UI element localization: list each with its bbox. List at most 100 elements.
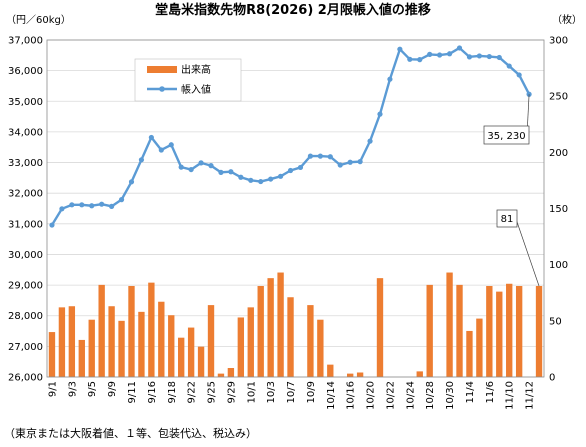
price-point — [427, 51, 433, 57]
volume-bar — [267, 278, 274, 377]
price-point — [297, 164, 304, 171]
price-point — [437, 52, 443, 58]
price-point — [69, 202, 75, 208]
price-point — [347, 159, 353, 165]
x-tick-label: 10/9 — [306, 381, 317, 403]
volume-bar — [88, 319, 95, 377]
volume-bar — [376, 278, 384, 377]
volume-bar — [217, 373, 225, 377]
price-point — [387, 76, 393, 82]
legend-bar-swatch — [147, 66, 177, 73]
price-point — [59, 206, 65, 212]
x-tick-label: 10/16 — [346, 381, 357, 410]
y-left-tick-label: 33,000 — [8, 158, 43, 169]
price-point — [168, 142, 174, 148]
y-left-tick-label: 35,000 — [8, 97, 43, 108]
labels: 堂島米指数先物R8(2026) 2月限帳入値の推移 （円／60kg） （枚） （… — [4, 2, 582, 440]
y-left-tick-label: 30,000 — [8, 250, 43, 261]
volume-bar — [307, 305, 314, 377]
bar-series-layer — [48, 272, 543, 377]
volume-bar — [128, 286, 135, 377]
y-right-tick-label: 250 — [549, 92, 568, 103]
volume-bar — [466, 330, 473, 377]
volume-bar — [168, 315, 175, 377]
x-tick-label: 10/28 — [425, 381, 436, 410]
volume-bar — [496, 291, 503, 377]
x-tick-label: 9/29 — [226, 381, 237, 403]
x-tick-label: 9/3 — [67, 381, 78, 397]
price-point — [417, 57, 423, 63]
x-tick-label: 10/1 — [246, 381, 257, 403]
volume-bar — [426, 284, 433, 377]
x-tick-label: 9/25 — [207, 381, 218, 403]
x-tick-label: 10/3 — [266, 381, 277, 403]
volume-bar — [416, 371, 423, 377]
volume-bar — [138, 311, 145, 377]
x-tick-label: 10/7 — [286, 381, 297, 403]
y-left-tick-label: 26,000 — [8, 373, 43, 384]
price-point — [466, 54, 473, 60]
volume-bar — [118, 320, 125, 377]
volume-bar — [277, 272, 284, 377]
x-tick-label: 10/14 — [326, 381, 337, 410]
price-point — [89, 203, 95, 209]
volume-bar — [178, 337, 185, 377]
y-right-tick-label: 100 — [549, 260, 568, 271]
price-point — [367, 138, 373, 144]
price-point — [397, 46, 403, 52]
line-series-layer — [49, 45, 532, 228]
y-right-tick-label: 200 — [549, 148, 568, 159]
volume-bar — [207, 305, 215, 377]
volume-bar — [48, 332, 56, 377]
price-point — [486, 53, 492, 60]
price-point — [307, 153, 314, 159]
price-point — [138, 157, 145, 163]
legend-line-marker — [159, 86, 165, 92]
x-tick-label: 11/6 — [485, 381, 496, 403]
volume-bar — [535, 286, 543, 377]
volume-bar — [476, 318, 483, 377]
y-left-tick-label: 34,000 — [8, 127, 43, 138]
volume-bar — [108, 306, 115, 377]
y-right-tick-label: 0 — [549, 373, 555, 384]
x-tick-label: 9/16 — [147, 381, 158, 403]
price-callout-label: 35, 230 — [487, 131, 525, 142]
y-left-tick-label: 36,000 — [8, 66, 43, 77]
volume-bar — [197, 346, 205, 377]
volume-bar — [515, 286, 523, 377]
y-right-tick-label: 50 — [549, 316, 562, 327]
price-point — [79, 202, 85, 208]
x-tick-label: 9/1 — [47, 381, 58, 397]
price-point — [238, 174, 244, 180]
x-tick-label: 10/24 — [405, 381, 416, 410]
volume-bar — [486, 286, 493, 377]
price-point — [178, 164, 184, 170]
price-point — [248, 177, 254, 183]
volume-bar — [346, 373, 354, 377]
annotations: 35, 230 81 — [483, 94, 540, 287]
volume-bar — [158, 301, 165, 377]
price-point — [357, 159, 363, 165]
volume-bar — [446, 272, 453, 377]
volume-bar — [148, 282, 155, 377]
x-tick-label: 10/20 — [366, 381, 377, 410]
volume-bar — [257, 286, 264, 377]
volume-callout-box — [496, 209, 518, 228]
y-left-tick-label: 32,000 — [8, 189, 43, 200]
chart-title: 堂島米指数先物R8(2026) 2月限帳入値の推移 — [155, 2, 431, 18]
price-point — [516, 72, 522, 78]
price-point — [327, 154, 333, 160]
price-callout-box — [483, 125, 530, 145]
axes: 26,000 27,000 28,000 29,000 30,000 31,000 32,0… — [8, 36, 568, 410]
legend: 出来高 帳入値 — [134, 58, 242, 102]
legend-label-price: 帳入値 — [181, 83, 211, 96]
y-left-tick-label: 31,000 — [8, 219, 43, 230]
volume-bar — [187, 327, 195, 377]
volume-bar — [456, 284, 463, 377]
price-point — [208, 163, 214, 169]
price-point — [228, 169, 234, 175]
price-point — [407, 56, 413, 62]
footnote: （東京または大阪着値、１等、包装代込、税込み） — [4, 426, 257, 440]
